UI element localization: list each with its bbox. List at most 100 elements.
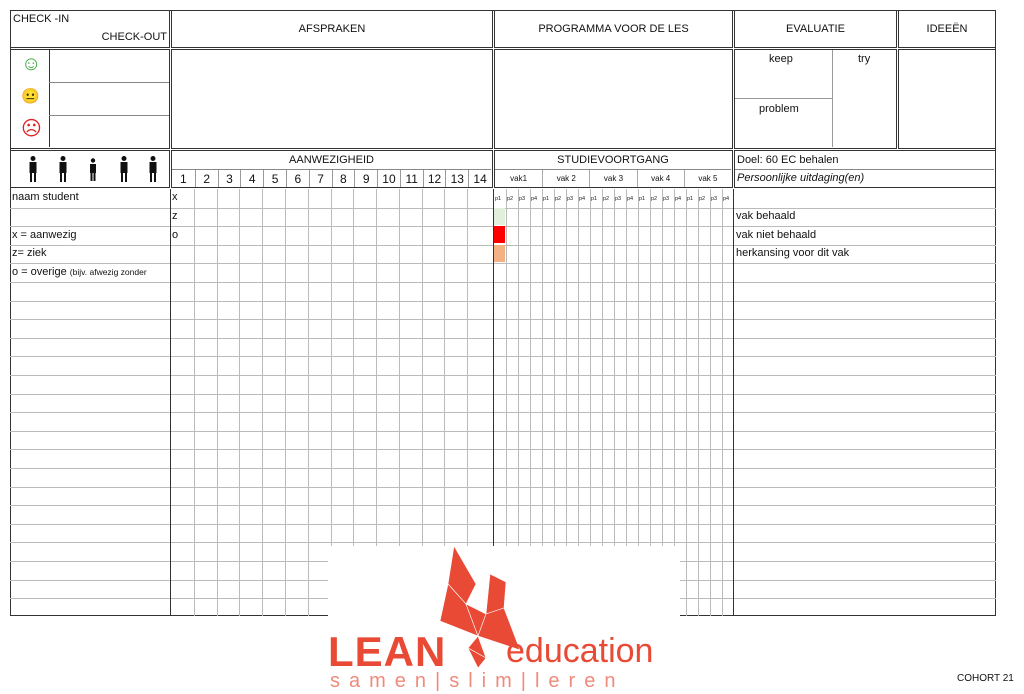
legend-failed: vak niet behaald (736, 229, 817, 241)
period-column-divider (530, 189, 531, 616)
keep-label: keep (769, 53, 793, 65)
row-divider (10, 430, 996, 432)
period-column-divider (710, 189, 711, 616)
row-divider (10, 468, 996, 469)
period-column-divider (602, 189, 603, 616)
legend-swatch-failed (494, 226, 505, 243)
programma-header: PROGRAMMA VOOR DE LES (494, 10, 733, 48)
week-column-divider (467, 189, 469, 616)
mood-panel: ☺ 😐 ☹ (10, 49, 170, 149)
progress-title: STUDIEVOORTGANG (557, 154, 669, 166)
period-column-divider (518, 189, 519, 616)
period-column-divider (674, 189, 675, 616)
row-divider (10, 505, 996, 507)
week-column-divider (330, 189, 332, 616)
subject-label: vak 3 (589, 170, 636, 187)
goals-header: Doel: 60 EC behalen Persoonlijke uitdagi… (734, 150, 996, 188)
period-label: p3 (663, 196, 670, 202)
period-column-divider (590, 189, 591, 616)
period-label: p1 (591, 196, 598, 202)
people-icon (29, 156, 157, 182)
evaluatie-header: EVALUATIE (734, 10, 897, 48)
row-divider (10, 337, 996, 339)
period-label: p2 (699, 196, 706, 202)
student-icons (10, 150, 170, 188)
evaluatie-panel[interactable]: keep try problem (734, 49, 897, 149)
row-divider (10, 449, 996, 451)
row-divider (10, 542, 996, 544)
checkin-header: CHECK -IN CHECK-OUT (10, 10, 170, 48)
period-label: p3 (615, 196, 622, 202)
mark-z: z (172, 210, 178, 222)
row-divider (10, 523, 996, 525)
week-column-divider (376, 189, 378, 616)
period-label: p1 (639, 196, 646, 202)
period-column-divider (614, 189, 615, 616)
legend-other: o = overige (bijv. afwezig zonder (12, 266, 147, 278)
period-label: p4 (723, 196, 730, 202)
period-label: p2 (603, 196, 610, 202)
period-column-divider (506, 189, 507, 616)
cohort-label: COHORT 21 (957, 673, 1014, 684)
legend-other-note: (bijv. afwezig zonder (69, 267, 147, 277)
period-label: p1 (495, 196, 502, 202)
row-divider (10, 412, 996, 414)
week-number: 3 (217, 170, 241, 187)
mark-o: o (172, 229, 179, 241)
period-label: p2 (555, 196, 562, 202)
row-divider (10, 356, 996, 358)
week-number: 13 (445, 170, 468, 187)
week-number: 6 (285, 170, 309, 187)
lean-education-logo: LEAN education samen|slim|leren (328, 546, 680, 694)
period-label: p4 (675, 196, 682, 202)
neutral-face-icon: 😐 (21, 88, 40, 105)
period-label: p3 (567, 196, 574, 202)
week-column-divider (398, 189, 400, 616)
afspraken-field[interactable] (171, 49, 493, 149)
period-column-divider (638, 189, 639, 616)
logo-sub: education (506, 632, 654, 670)
mark-x: x (172, 191, 178, 203)
week-column-divider (353, 189, 355, 616)
legend-swatch-resit (494, 245, 505, 262)
row-divider (10, 282, 996, 283)
period-label: p2 (507, 196, 514, 202)
ideeen-field[interactable] (898, 49, 996, 149)
checkout-label: CHECK-OUT (101, 31, 167, 43)
period-label: p1 (543, 196, 550, 202)
period-column-divider (566, 189, 567, 616)
progress-header: STUDIEVOORTGANG vak1 vak 2 vak 3 vak 4 vak 5 (494, 150, 733, 188)
row-divider (10, 393, 996, 395)
sad-face-icon: ☹ (21, 118, 42, 140)
week-column-divider (284, 189, 286, 616)
logo-brand: LEAN (328, 628, 447, 675)
student-grid[interactable]: p1 p2 p3 p4 p1 p2 p3 p4 p1 p2 p3 p4 p1 p2 p3 p4 p1 p2 p3 p4… (10, 189, 996, 616)
week-number: 10 (377, 170, 400, 187)
week-column-divider (444, 189, 446, 616)
period-column-divider (698, 189, 699, 616)
period-column-divider (554, 189, 555, 616)
programma-field[interactable] (494, 49, 733, 149)
legend-present: x = aanwezig (12, 229, 77, 241)
row-divider (10, 300, 996, 302)
period-label: p3 (519, 196, 526, 202)
period-column-divider (542, 189, 543, 616)
happy-face-icon: ☺ (21, 53, 42, 75)
period-label: p2 (651, 196, 658, 202)
period-label: p1 (687, 196, 694, 202)
attendance-title: AANWEZIGHEID (289, 154, 374, 166)
week-column-divider (262, 189, 264, 616)
personal-challenge-label: Persoonlijke uitdaging(en) (737, 172, 865, 184)
week-number: 5 (263, 170, 286, 187)
legend-passed: vak behaald (736, 210, 796, 222)
logo-mark-icon (439, 546, 521, 669)
legend-other-label: o = overige (12, 266, 67, 278)
legend-swatch-passed (494, 208, 505, 225)
week-number: 14 (468, 170, 491, 187)
period-label: p4 (627, 196, 634, 202)
row-divider (10, 375, 996, 376)
week-number: 7 (308, 170, 332, 187)
period-column-divider (578, 189, 579, 616)
row-divider (10, 319, 996, 321)
afspraken-header: AFSPRAKEN (171, 10, 493, 48)
